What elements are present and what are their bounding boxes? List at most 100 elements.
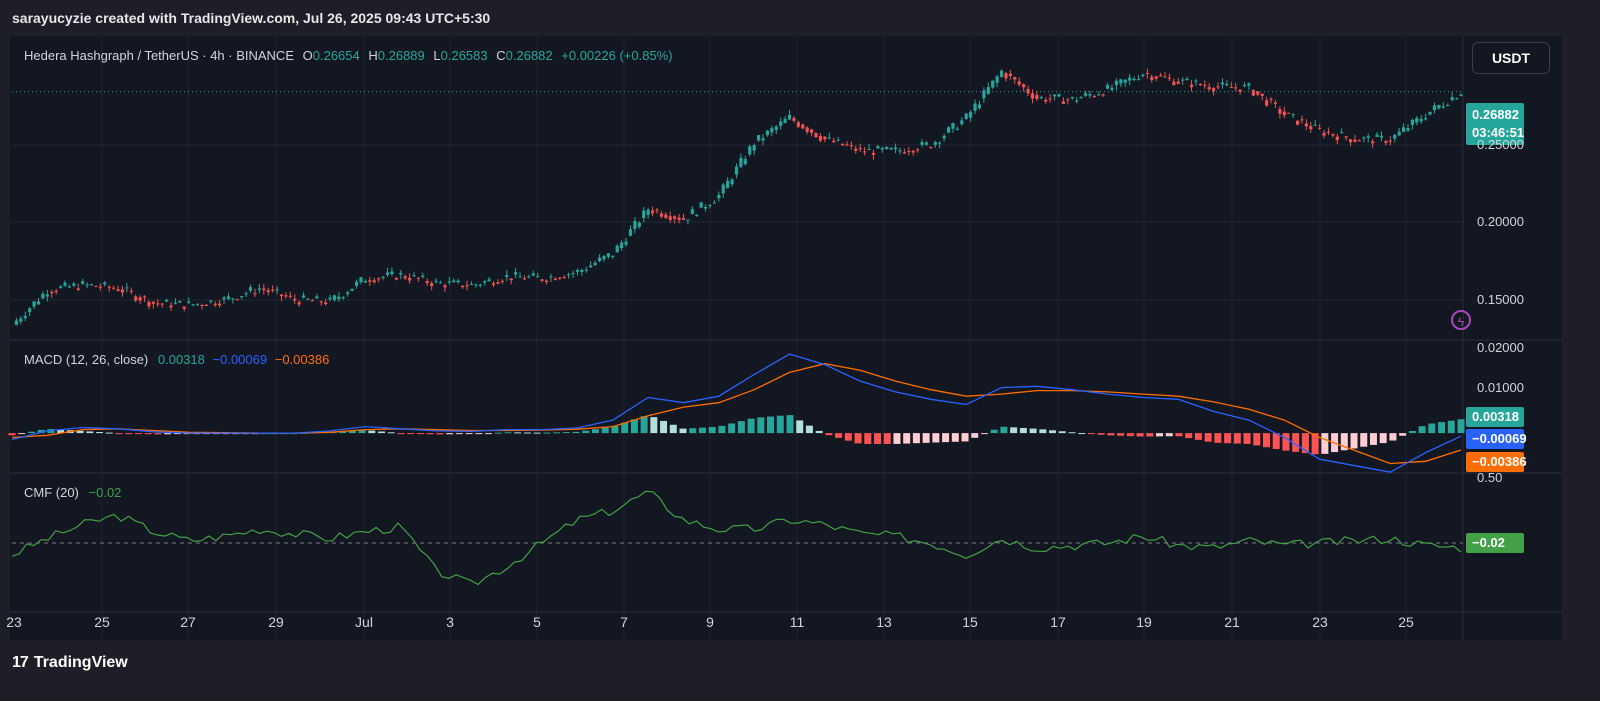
macd-axis-label: 0.01000 [1477, 380, 1524, 395]
macd-histogram-bar [728, 423, 736, 434]
candle-body [103, 282, 107, 285]
candle-body [734, 166, 739, 175]
macd-histogram-bar [1360, 433, 1368, 447]
candle-body [544, 280, 549, 282]
change-value: +0.00226 (+0.85%) [561, 48, 673, 63]
macd-histogram-bar [455, 433, 463, 435]
macd-histogram-bar [1233, 433, 1241, 444]
macd-histogram-bar [378, 431, 386, 434]
macd-histogram-bar [416, 433, 424, 435]
candle-body [929, 146, 933, 149]
candle-body [407, 277, 412, 281]
candle-body [1384, 141, 1388, 143]
candle-body [1428, 111, 1432, 115]
candle-body [1459, 94, 1463, 97]
macd-histogram-bar [1438, 422, 1446, 434]
macd-histogram-bar [553, 432, 561, 434]
candle-body [1057, 94, 1061, 97]
macd-histogram-bar [718, 425, 726, 434]
candle-body [1220, 82, 1225, 85]
candle-body [801, 124, 805, 129]
candle-body [1212, 88, 1216, 92]
macd-histogram-bar [650, 417, 658, 434]
macd-histogram-bar [1214, 433, 1222, 443]
candle-body [902, 152, 906, 154]
macd-histogram-bar [436, 433, 444, 435]
candle-body [1388, 140, 1392, 142]
macd-histogram-bar [339, 431, 347, 434]
candle-body [1061, 101, 1066, 105]
candle-body [1326, 131, 1331, 133]
candle-body [1393, 134, 1397, 139]
candle-body [363, 281, 368, 283]
candle-body [288, 295, 292, 297]
candle-body [182, 306, 186, 309]
macd-signal-line [11, 363, 1462, 465]
candle-body [571, 273, 575, 275]
candle-body [1446, 104, 1450, 106]
candle-body [385, 272, 390, 275]
candle-body [1273, 102, 1278, 104]
macd-histogram-bar [1204, 433, 1212, 442]
macd-histogram-bar [8, 433, 16, 436]
candle-body [1114, 80, 1119, 86]
tradingview-brand: TradingView [33, 654, 128, 671]
candle-body [911, 150, 915, 153]
candle-body [840, 143, 845, 146]
candle-body [461, 285, 465, 288]
macd-histogram-bar [737, 421, 745, 434]
macd-histogram-bar [1175, 433, 1183, 437]
candle-body [664, 214, 668, 218]
alert-bolt-icon[interactable]: ϟ [1451, 310, 1471, 330]
candle-body [580, 269, 584, 272]
candle-body [624, 241, 628, 245]
macd-histogram-bar [1389, 433, 1397, 441]
macd-histogram-bar [1097, 433, 1105, 435]
macd-histogram-bar [1000, 426, 1008, 434]
macd-histogram-bar [164, 433, 172, 435]
quote-currency-button[interactable]: USDT [1472, 42, 1550, 74]
candle-body [279, 294, 284, 297]
macd-histogram-bar [815, 430, 823, 434]
macd-histogram-bar [358, 430, 366, 434]
candle-body [818, 135, 823, 141]
candle-body [518, 276, 522, 278]
candle-body [1207, 86, 1211, 90]
macd-histogram-bar [1146, 433, 1154, 437]
macd-histogram-bar [134, 433, 142, 435]
macd-histogram-bar [776, 415, 784, 434]
chart-frame[interactable] [10, 36, 1562, 640]
candle-body [76, 288, 80, 290]
candle-body [328, 297, 332, 300]
candle-body [977, 104, 982, 109]
candle-body [1110, 87, 1114, 90]
candle-body [1291, 114, 1295, 116]
macd-histogram-bar [796, 420, 804, 434]
macd-histogram-bar [747, 418, 755, 434]
date-axis-label: 25 [1398, 614, 1414, 630]
candle-body [1304, 123, 1308, 127]
candle-body [1322, 132, 1326, 136]
macd-histogram-bar [1049, 430, 1057, 434]
tradingview-footer[interactable]: 17 TradingView [12, 654, 128, 672]
candle-body [173, 302, 178, 304]
candle-body [964, 113, 968, 120]
candle-body [982, 90, 986, 99]
candle-body [1194, 80, 1198, 82]
cmf-label: CMF (20) [24, 485, 79, 500]
candle-body [1379, 135, 1384, 138]
candle-body [134, 296, 138, 301]
candle-body [1348, 139, 1353, 143]
macd-histogram-bar [105, 432, 113, 434]
cmf-tag: −0.02 [1466, 533, 1524, 553]
macd-hist-value: 0.00318 [157, 352, 205, 367]
macd-histogram-bar [57, 429, 65, 434]
macd-histogram-bar [1457, 419, 1465, 434]
candle-body [67, 286, 72, 288]
candle-body [827, 137, 831, 139]
candle-body [787, 114, 792, 120]
candle-body [403, 276, 407, 279]
macd-histogram-bar [689, 428, 697, 434]
candle-body [637, 222, 641, 227]
